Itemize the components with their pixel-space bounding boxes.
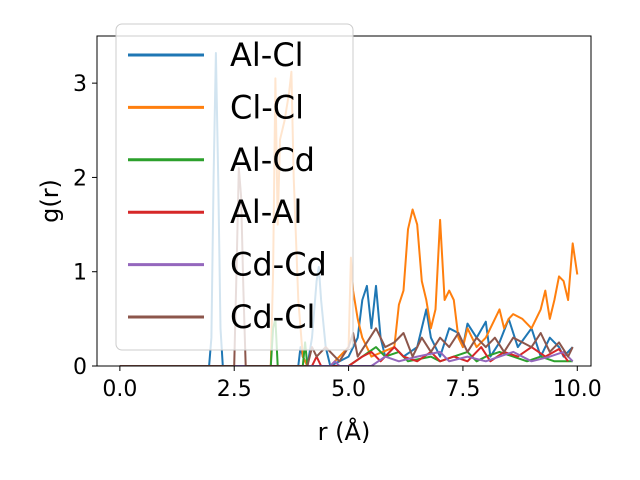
y-tick-label: 2 xyxy=(73,166,87,191)
series-line-6 xyxy=(119,167,574,366)
y-tick-label: 3 xyxy=(73,72,87,97)
y-tick-label: 0 xyxy=(73,355,87,380)
x-axis: 0.0 2.5 5.0 7.5 10.0 xyxy=(102,366,602,402)
y-tick-label: 1 xyxy=(73,261,87,286)
y-axis-label: g(r) xyxy=(36,179,64,223)
series-line-1 xyxy=(119,52,574,366)
x-tick-label: 7.5 xyxy=(445,377,480,402)
legend-label: Al-Al xyxy=(230,193,302,231)
x-tick-label: 0.0 xyxy=(102,377,137,402)
legend: Al-Cl Cl-Cl Al-Cd Al-Al Cd-Cd Cd-Cl xyxy=(115,23,354,351)
x-tick-label: 5.0 xyxy=(331,377,366,402)
legend-label: Cd-Cl xyxy=(230,298,315,336)
series-line-5 xyxy=(119,350,574,366)
legend-label: Cd-Cd xyxy=(230,246,327,284)
x-tick-label: 10.0 xyxy=(553,377,602,402)
legend-label: Cl-Cl xyxy=(230,88,304,126)
legend-label: Al-Cd xyxy=(230,141,315,179)
x-axis-label: r (Å) xyxy=(318,417,371,446)
y-axis: 0 1 2 3 xyxy=(73,72,97,380)
x-tick-label: 2.5 xyxy=(217,377,252,402)
legend-box xyxy=(115,23,354,351)
legend-label: Al-Cl xyxy=(230,36,304,74)
